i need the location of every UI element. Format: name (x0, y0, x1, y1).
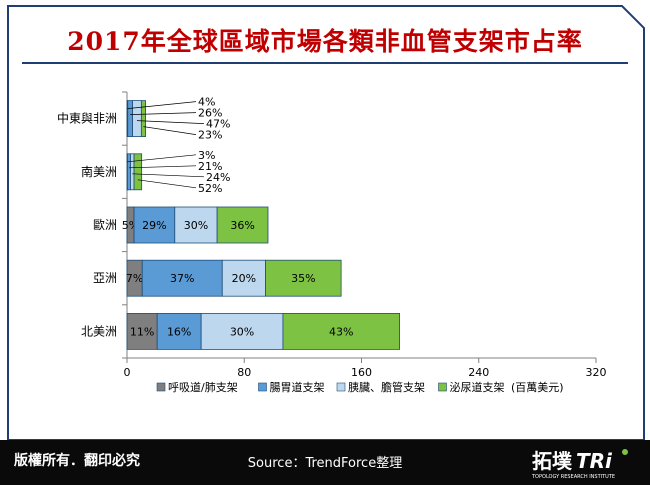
footer-bar (0, 440, 650, 485)
data-label: 35% (291, 272, 315, 285)
category-label: 中東與非洲 (57, 111, 117, 126)
x-tick-label: 0 (124, 366, 131, 379)
bar-segment (127, 100, 133, 137)
unit-label: (百萬美元) (511, 381, 564, 394)
x-tick-label: 240 (468, 366, 489, 379)
bar-segment (127, 153, 131, 191)
title-divider (22, 62, 628, 64)
data-label: 21% (198, 160, 222, 173)
data-label: 7% (126, 272, 143, 285)
data-label: 11% (130, 325, 154, 338)
bar-segment (216, 206, 269, 244)
category-label: 歐洲 (93, 217, 117, 232)
svg-text:拓墣: 拓墣 (532, 449, 573, 473)
svg-text:TRi: TRi (576, 449, 613, 473)
category-label: 亞洲 (93, 271, 117, 285)
legend-label: 胰臟、膽管支架 (348, 380, 425, 394)
copyright-text: 版權所有．翻印必究 (14, 453, 140, 469)
bar-segment (221, 259, 266, 297)
source-text: Source：TrendForce整理 (247, 456, 403, 471)
data-label: 20% (232, 272, 256, 285)
legend-swatch (336, 382, 346, 392)
bar-segment (200, 312, 284, 350)
bar-segment (126, 312, 158, 350)
category-label: 北美洲 (81, 324, 117, 338)
data-label: 29% (142, 219, 166, 232)
data-label: 26% (198, 107, 222, 120)
data-label: 52% (198, 182, 222, 195)
data-label: 43% (329, 325, 353, 338)
bar-segment (140, 100, 147, 137)
legend-swatch (438, 382, 447, 392)
data-label: 24% (206, 171, 230, 184)
leader-line (130, 112, 197, 115)
legend-swatch (156, 382, 166, 392)
bar-segment (130, 153, 135, 191)
data-label: 30% (184, 219, 208, 232)
data-label: 23% (198, 129, 222, 142)
legend-label: 呼吸道/肺支架 (168, 380, 238, 394)
bar-segment (156, 312, 202, 350)
x-tick-label: 320 (586, 366, 607, 379)
stacked-bar-chart: 0 80 160 240 320 北美洲 亞洲 歐洲 南美洲 中東與非洲 11% 16% 30% 43% 7… (57, 91, 607, 394)
data-label: 16% (167, 325, 191, 338)
data-label: 36% (230, 219, 254, 232)
svg-text:TOPOLOGY RESEARCH INSTITUTE: TOPOLOGY RESEARCH INSTITUTE (531, 474, 615, 480)
data-label: 3% (198, 149, 215, 162)
data-label: 4% (198, 96, 215, 109)
x-tick-label: 160 (351, 366, 372, 379)
bar-segment (133, 206, 176, 244)
leader-line (143, 126, 197, 135)
x-tick-label: 80 (237, 366, 251, 379)
data-label: 37% (170, 272, 194, 285)
bar-segment (141, 259, 223, 297)
bar-segment (282, 312, 401, 350)
topology-logo: 拓墣 TRi TOPOLOGY RESEARCH INSTITUTE (531, 449, 628, 480)
leader-line (127, 154, 197, 163)
category-label: 南美洲 (81, 164, 117, 179)
bar-segment (132, 100, 142, 137)
leader-line (136, 120, 205, 124)
legend-label: 泌尿道支架 (450, 380, 505, 394)
bar-segment (133, 153, 143, 191)
leader-line (128, 165, 197, 169)
bar-segment (174, 206, 218, 244)
leader-line (127, 101, 197, 109)
bar-segment (265, 259, 342, 297)
legend-label: 腸胃道支架 (270, 380, 325, 394)
data-label: 30% (230, 325, 254, 338)
leader-line (132, 173, 205, 178)
legend-swatch (258, 382, 267, 392)
leader-line (137, 179, 197, 189)
data-label: 47% (206, 118, 230, 131)
page-title: 2017年全球區域市場各類非血管支架市占率 (67, 27, 583, 56)
